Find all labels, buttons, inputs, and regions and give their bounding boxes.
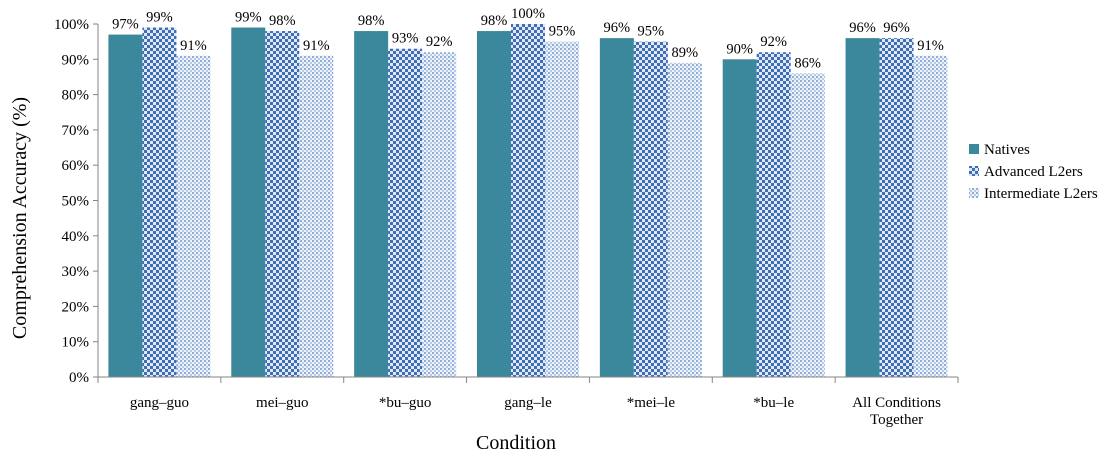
y-tick-label: 20% — [62, 299, 90, 315]
y-tick-label: 80% — [62, 88, 90, 104]
bar — [142, 27, 177, 378]
bar — [422, 52, 457, 378]
legend-label: Intermediate L2ers — [984, 186, 1098, 202]
y-tick-label: 40% — [62, 229, 90, 245]
legend: Natives Advanced L2ers Intermediate L2ers — [969, 142, 1098, 202]
data-label: 86% — [794, 55, 821, 71]
bar — [599, 38, 634, 378]
legend-swatch — [969, 166, 979, 176]
x-axis: gang–guo mei–guo *bu–guo gang–le *mei–le *bu–… — [97, 376, 959, 428]
data-label: 91% — [180, 38, 207, 54]
legend-label: Natives — [984, 142, 1030, 158]
category-label: *mei–le — [627, 395, 676, 411]
y-axis: 0% 10% 20% 30% 40% 50% 60% 70% 80% 90% 100% — [54, 17, 99, 386]
bar — [108, 34, 143, 378]
legend-swatch — [969, 188, 979, 198]
y-tick-label: 0% — [69, 370, 89, 386]
data-label: 99% — [235, 10, 262, 26]
y-tick-label: 50% — [62, 194, 90, 210]
category-label: gang–guo — [130, 395, 189, 411]
data-label: 92% — [760, 34, 787, 50]
bar — [388, 48, 423, 378]
data-label: 92% — [426, 34, 453, 50]
y-tick-label: 10% — [62, 335, 90, 351]
data-label: 95% — [638, 24, 665, 40]
data-label: 91% — [917, 38, 944, 54]
bar — [299, 55, 334, 378]
bar — [511, 24, 545, 377]
bar — [913, 55, 948, 378]
y-tick-label: 90% — [62, 52, 90, 68]
data-labels: 97% 99%91%99% 98%91%98%93% 92%98% 100%95% 96%… — [112, 6, 944, 71]
y-tick-label: 100% — [54, 17, 89, 33]
bar — [545, 41, 579, 378]
data-label: 98% — [269, 13, 296, 29]
data-label: 90% — [726, 41, 753, 57]
x-axis-title: Condition — [476, 432, 556, 454]
data-label: 96% — [883, 20, 910, 36]
bar — [879, 38, 914, 378]
category-label: mei–guo — [256, 395, 309, 411]
bar — [231, 27, 266, 378]
data-label: 98% — [358, 13, 385, 29]
bar — [790, 73, 825, 378]
bars — [108, 24, 948, 378]
data-label: 100% — [511, 6, 545, 22]
legend-swatch — [969, 144, 979, 154]
category-label: Together — [870, 412, 923, 428]
data-label: 96% — [849, 20, 876, 36]
data-label: 95% — [549, 24, 576, 40]
data-label: 97% — [112, 17, 139, 33]
bar — [477, 31, 511, 378]
data-label: 91% — [303, 38, 330, 54]
data-label: 96% — [604, 20, 631, 36]
y-axis-title: Comprehension Accuracy (%) — [9, 97, 31, 339]
y-tick-label: 70% — [62, 123, 90, 139]
data-label: 98% — [481, 13, 508, 29]
category-label: *bu–guo — [379, 395, 432, 411]
bar — [722, 59, 757, 378]
bar — [845, 38, 880, 378]
data-label: 93% — [392, 31, 419, 47]
data-label: 99% — [146, 10, 173, 26]
bar — [265, 31, 300, 378]
y-tick-label: 60% — [62, 158, 90, 174]
legend-label: Advanced L2ers — [984, 164, 1083, 180]
category-label: All Conditions — [852, 395, 941, 411]
data-label: 89% — [672, 45, 699, 61]
bar — [667, 62, 702, 378]
category-label: gang–le — [504, 395, 552, 411]
bar — [633, 41, 668, 378]
bar — [176, 55, 211, 378]
bar — [756, 52, 791, 378]
category-label: *bu–le — [753, 395, 794, 411]
bar — [354, 31, 389, 378]
y-tick-label: 30% — [62, 264, 90, 280]
